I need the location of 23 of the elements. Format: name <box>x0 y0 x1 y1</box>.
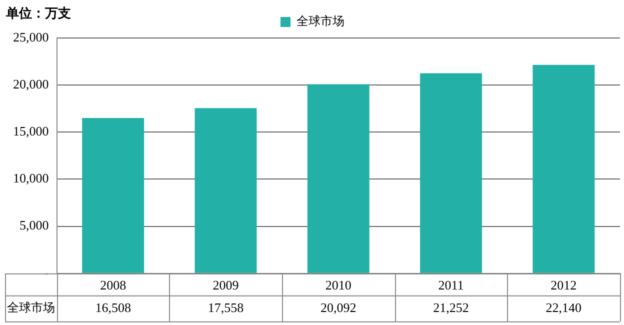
y-tick-label: 25,000 <box>13 29 49 44</box>
y-axis-title: 单位：万支 <box>5 5 71 22</box>
y-tick-label: 15,000 <box>13 124 49 139</box>
bar <box>307 84 370 273</box>
data-label: 17,558 <box>208 300 244 315</box>
legend-label: 全球市场 <box>296 14 344 28</box>
bar <box>82 118 144 273</box>
data-label: 22,140 <box>546 300 582 315</box>
x-tick-label: 2009 <box>212 278 239 293</box>
y-tick-label: 5,000 <box>20 218 49 233</box>
x-tick-label: 2008 <box>100 278 126 293</box>
data-label: 20,092 <box>320 300 356 315</box>
data-label: 21,252 <box>433 300 469 315</box>
bar <box>420 73 482 273</box>
y-tick-label: 10,000 <box>13 170 49 186</box>
x-tick-label: 2010 <box>325 278 352 293</box>
x-tick-label: 2011 <box>438 278 464 293</box>
bar <box>532 64 595 273</box>
x-tick-label: 2012 <box>550 278 577 293</box>
data-label: 16,508 <box>95 300 131 315</box>
bar <box>194 108 257 273</box>
text: 全球市场 <box>6 300 55 315</box>
y-tick-label: 20,000 <box>13 76 49 92</box>
